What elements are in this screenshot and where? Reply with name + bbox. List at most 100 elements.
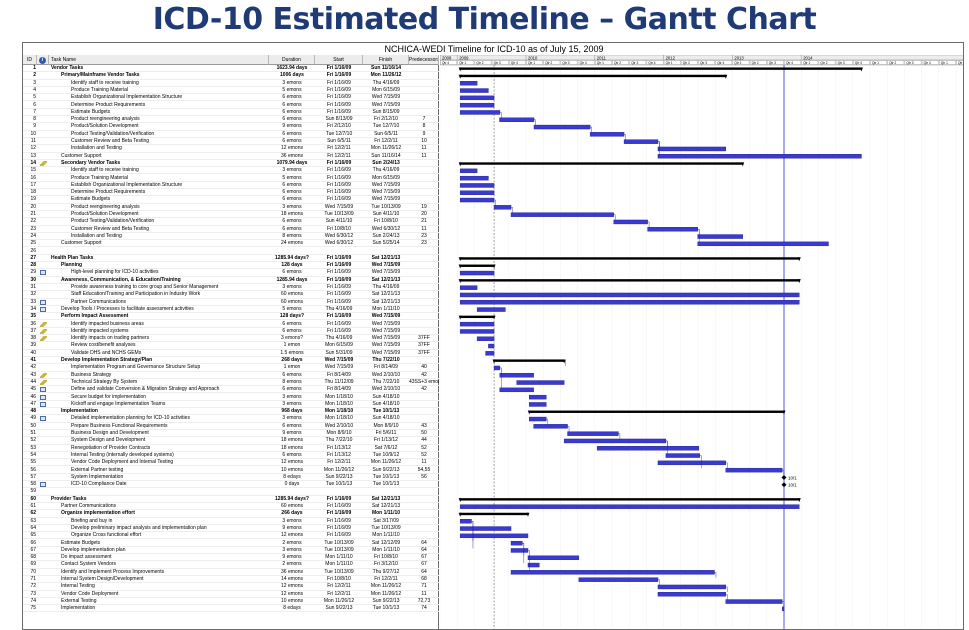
col-header-duration[interactable]: Duration — [269, 55, 315, 65]
sheet-title: NCHICA-WEDI Timeline for ICD-10 as of Ju… — [384, 44, 604, 54]
task-row[interactable]: 71 Internal System Design/Development 14 e… — [23, 576, 439, 584]
task-row[interactable]: 46 Secure budget for implementation 3 emon… — [23, 394, 439, 401]
task-indicators — [37, 211, 49, 218]
task-name: Customer Review and Beta Testing — [71, 225, 150, 232]
task-row[interactable]: 16 Produce Training Material 5 emons Fri 1/… — [23, 175, 439, 182]
task-indicators — [37, 569, 49, 576]
task-row[interactable]: 52 System Design and Development 18 emons T… — [23, 437, 439, 445]
task-duration: 14 emons — [281, 576, 303, 582]
col-header-predecessors[interactable]: Predecessors — [409, 55, 439, 65]
task-row[interactable]: 58 ICD-10 Compliance Date 0 days Tue 10/1/1… — [23, 481, 439, 489]
task-row[interactable]: 33 Partner Communications 60 emons Fri 1/16… — [23, 299, 439, 306]
task-row[interactable]: 55 Vendor Code Deployment and Internal Te… — [23, 459, 439, 467]
task-row[interactable]: 17 Establish Organizational Implementatio… — [23, 182, 439, 190]
task-row[interactable]: 7 Estimate Budgets 6 emons Fri 1/16/09 Sun 8… — [23, 109, 439, 117]
task-row[interactable]: 68 Do impact assessment 9 emons Mon 1/11/10… — [23, 554, 439, 562]
task-row[interactable]: 3 Identify staff to receive training 3 emo… — [23, 80, 439, 87]
task-row[interactable]: 57 System Implementation 8 edays Sun 9/22/1… — [23, 474, 439, 482]
task-row[interactable]: 23 Customer Review and Beta Testing 6 emon… — [23, 226, 439, 233]
task-row[interactable]: 29 High-level planning for ICD-10 activit… — [23, 269, 439, 277]
task-row[interactable]: 51 Business Design and Development 9 emons… — [23, 430, 439, 438]
task-predecessors — [409, 321, 439, 328]
task-name: High-level planning for ICD-10 activitie… — [71, 269, 159, 276]
task-id: 25 — [30, 240, 36, 247]
col-header-name[interactable]: Task Name — [49, 55, 269, 65]
task-row[interactable]: 43 Business Strategy 6 emons Fri 8/14/09 Wed… — [23, 372, 439, 379]
task-row[interactable]: 44 Technical Strategy By System 8 emons Thu… — [23, 379, 439, 387]
task-row[interactable]: 54 Internal Testing (internally developed… — [23, 452, 439, 460]
task-row[interactable]: 50 Prepare Business Functional Requiremen… — [23, 423, 439, 430]
task-row[interactable]: 30 Awareness, Communication, & Education/… — [23, 277, 439, 284]
task-indicators — [37, 591, 49, 598]
task-row[interactable]: 59 — [23, 488, 439, 496]
task-row[interactable]: 38 Identify impacts on trading partners 3 … — [23, 335, 439, 343]
task-row[interactable]: 36 Identify impacted business areas 6 emon… — [23, 321, 439, 328]
task-row[interactable]: 70 Identify and Implement Process Improve… — [23, 569, 439, 576]
task-row[interactable]: 61 Partner Communications 60 emons Fri 1/16… — [23, 503, 439, 511]
task-row[interactable]: 12 Installation and Testing 12 emons Fri 12… — [23, 145, 439, 153]
task-row[interactable]: 62 Organize implementation effort 266 days… — [23, 510, 439, 518]
task-row[interactable]: 28 Planning 128 days Fri 1/16/09 Wed 7/15/09 — [23, 262, 439, 270]
col-header-id[interactable]: ID — [23, 55, 37, 65]
task-id: 60 — [30, 495, 36, 502]
task-row[interactable]: 66 Estimate Budgets 2 emons Tue 10/13/09 Sat… — [23, 540, 439, 547]
task-row[interactable]: 45 Define and validate Conversion & Migra… — [23, 386, 439, 394]
task-row[interactable]: 73 Vendor Code Deployment 12 emons Fri 12/2… — [23, 591, 439, 598]
task-bar — [499, 373, 534, 378]
task-row[interactable]: 24 Installation and Testing 8 emons Wed 6/3… — [23, 233, 439, 241]
task-row[interactable]: 20 Product reengineering analysis 3 emons W… — [23, 204, 439, 211]
task-row[interactable]: 42 Implementation Program and Governance … — [23, 364, 439, 372]
task-row[interactable]: 47 Kickoff and engage Implementation Team… — [23, 401, 439, 409]
task-row[interactable]: 31 Provide awareness training to core gro… — [23, 284, 439, 292]
task-row[interactable]: 26 — [23, 248, 439, 255]
col-header-start[interactable]: Start — [315, 55, 363, 65]
task-row[interactable]: 74 External Testing 10 emons Mon 11/26/12 Su… — [23, 598, 439, 606]
task-row[interactable]: 37 Identify impacted systems 6 emons Fri 1/… — [23, 328, 439, 336]
task-row[interactable]: 1 Vendor Tasks 1623.94 days Fri 1/16/09 Sun … — [23, 65, 439, 73]
task-row[interactable]: 75 Implementation 8 edays Sun 9/22/13 Tue 10… — [23, 605, 439, 613]
task-row[interactable]: 13 Customer Support 36 emons Fri 12/2/11 Sun… — [23, 153, 439, 160]
task-row[interactable]: 64 Develop preliminary impact analysis an… — [23, 525, 439, 533]
col-header-indicators[interactable]: i — [37, 55, 49, 65]
task-row[interactable]: 25 Customer Support 24 emons Wed 6/30/12 Sun… — [23, 240, 439, 248]
task-row[interactable]: 2 Primary/Mainframe Vendor Tasks 1006 days… — [23, 72, 439, 80]
task-row[interactable]: 34 Develop Tools / Processes to facilitat… — [23, 306, 439, 314]
task-row[interactable]: 19 Estimate Budgets 6 emons Fri 1/16/09 Wed … — [23, 196, 439, 204]
note-icon — [40, 299, 46, 305]
task-row[interactable]: 56 External Partner testing 10 emons Mon 11… — [23, 467, 439, 474]
task-row[interactable]: 18 Determine Product Requirements 6 emons F… — [23, 189, 439, 197]
task-bar — [657, 584, 726, 590]
task-row[interactable]: 32 Staff Education/Training and Participa… — [23, 291, 439, 299]
task-row[interactable]: 4 Produce Training Material 5 emons Fri 1/1… — [23, 87, 439, 95]
task-row[interactable]: 72 Internal Testing 12 emons Fri 12/2/11 Mon… — [23, 583, 439, 591]
task-indicators — [37, 503, 49, 510]
task-row[interactable]: 39 Review cost/benefit analyses 1 emon Mon … — [23, 342, 439, 350]
task-row[interactable]: 49 Detailed implementation planning for I… — [23, 415, 439, 423]
task-row[interactable]: 10 Product Testing/Validation/Verificatio… — [23, 131, 439, 138]
task-row[interactable]: 53 Renegotiation of Provider Contracts 18 … — [23, 445, 439, 452]
task-row[interactable]: 5 Establish Organizational Implementation… — [23, 94, 439, 102]
task-row[interactable]: 11 Customer Review and Beta Testing 6 emon… — [23, 138, 439, 146]
task-row[interactable]: 14 Secondary Vendor Tasks 1079.94 days Fri … — [23, 160, 439, 168]
task-row[interactable]: 22 Product Testing/Validation/Verificatio… — [23, 218, 439, 226]
task-row[interactable]: 8 Product reengineering analysis 6 emons Su… — [23, 116, 439, 124]
task-row[interactable]: 41 Develop Implementation Strategy/Plan 26… — [23, 357, 439, 365]
task-row[interactable]: 27 Health Plan Tasks 1285.94 days? Fri 1/16… — [23, 255, 439, 263]
task-row[interactable]: 60 Provider Tasks 1285.94 days? Fri 1/16/09… — [23, 496, 439, 503]
task-row[interactable]: 63 Briefing and buy in 3 emons Fri 1/16/09 S… — [23, 518, 439, 525]
task-row[interactable]: 40 Validate DHS and NCHS GEMs 1.5 emons Sun… — [23, 350, 439, 357]
task-row[interactable]: 48 Implementation 968 days Mon 1/18/10 Tue 1… — [23, 408, 439, 416]
col-header-finish[interactable]: Finish — [363, 55, 409, 65]
task-row[interactable]: 35 Perform Impact Assessment 128 days? Fri … — [23, 313, 439, 321]
task-row[interactable]: 15 Identify staff to receive training 3 em… — [23, 167, 439, 175]
task-duration: 1006 days — [280, 72, 304, 79]
task-row[interactable]: 9 Product/Solution Development 9 emons Fri … — [23, 123, 439, 131]
task-row[interactable]: 65 Organize Cross functional effort 12 emo… — [23, 532, 439, 540]
task-row[interactable]: 21 Product/Solution Development 18 emons Tu… — [23, 211, 439, 219]
task-row[interactable]: 67 Develop implementation plan 3 emons Tue … — [23, 547, 439, 555]
task-row[interactable]: 6 Determine Product Requirements 6 emons Fr… — [23, 102, 439, 109]
quarter-cell — [457, 60, 475, 65]
task-bar — [578, 577, 659, 582]
task-row[interactable]: 69 Contact System Vendors 2 emons Mon 1/11/… — [23, 561, 439, 569]
task-predecessors — [409, 408, 439, 415]
